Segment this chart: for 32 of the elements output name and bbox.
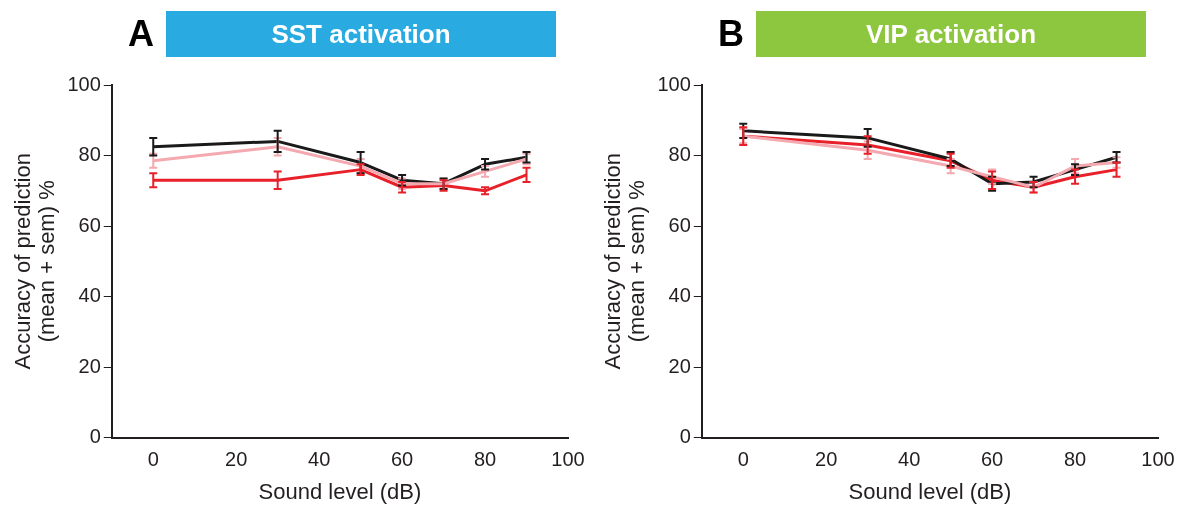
y-tick-label: 40 [78, 284, 101, 307]
y-tick-label: 80 [78, 143, 101, 166]
x-axis-title: Sound level (dB) [258, 478, 422, 504]
x-tick-label: 40 [898, 448, 921, 471]
x-tick-label: 60 [390, 448, 414, 471]
y-tick-label: 20 [78, 354, 101, 377]
text: A [128, 13, 154, 55]
y-axis-title: Accuracy of prediction (mean + sem) % [600, 153, 650, 370]
y-tick-label: 20 [668, 354, 691, 377]
chart-title: SST activation [166, 11, 556, 57]
x-tick-label: 60 [980, 448, 1004, 471]
x-tick-label: 0 [147, 448, 159, 471]
y-tick-label: 40 [668, 284, 691, 307]
y-tick-label: 100 [67, 72, 101, 95]
x-tick-label: 20 [815, 448, 838, 471]
y-tick-label: 100 [657, 72, 691, 95]
y-tick-label: 60 [668, 213, 691, 236]
x-tick-label: 0 [737, 448, 749, 471]
x-tick-label: 20 [225, 448, 248, 471]
text: B [718, 13, 744, 55]
y-tick-label: 0 [679, 425, 691, 448]
y-tick-label: 0 [89, 425, 101, 448]
x-tick-label: 100 [551, 448, 585, 471]
x-axis-title: Sound level (dB) [848, 478, 1012, 504]
x-tick-label: 80 [473, 448, 497, 471]
y-axis-title: Accuracy of prediction (mean + sem) % [10, 153, 60, 370]
x-tick-label: 80 [1063, 448, 1087, 471]
y-tick-label: 80 [668, 143, 691, 166]
y-tick-label: 60 [78, 213, 101, 236]
x-tick-label: 40 [308, 448, 331, 471]
x-tick-label: 100 [1141, 448, 1175, 471]
chart-title: VIP activation [756, 11, 1146, 57]
